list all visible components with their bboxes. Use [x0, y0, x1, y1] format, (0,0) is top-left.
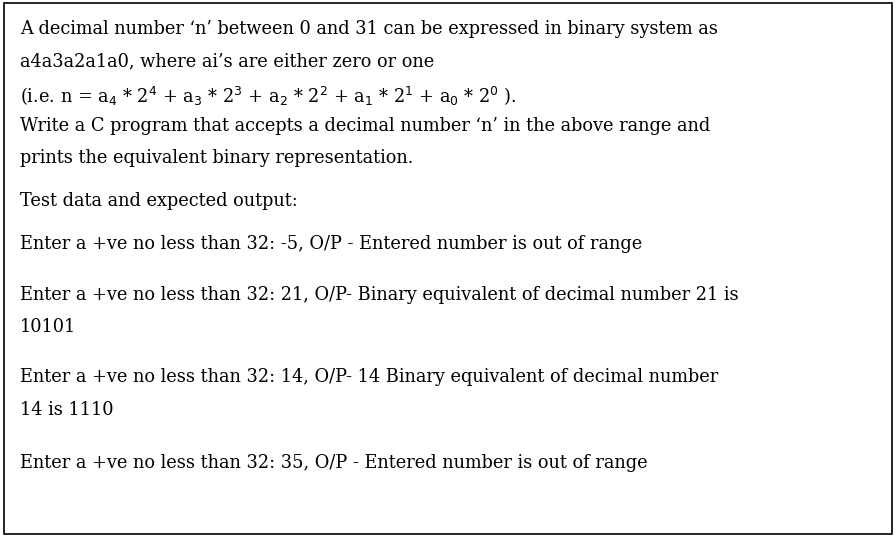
Text: Enter a +ve no less than 32: 14, O/P- 14 Binary equivalent of decimal number: Enter a +ve no less than 32: 14, O/P- 14… [20, 368, 718, 387]
Text: Test data and expected output:: Test data and expected output: [20, 192, 297, 211]
Text: 10101: 10101 [20, 318, 76, 336]
Text: a4a3a2a1a0, where ai’s are either zero or one: a4a3a2a1a0, where ai’s are either zero o… [20, 53, 434, 71]
Text: A decimal number ‘n’ between 0 and 31 can be expressed in binary system as: A decimal number ‘n’ between 0 and 31 ca… [20, 20, 718, 39]
Text: Enter a +ve no less than 32: -5, O/P - Entered number is out of range: Enter a +ve no less than 32: -5, O/P - E… [20, 235, 642, 253]
Text: 14 is 1110: 14 is 1110 [20, 401, 113, 419]
Text: prints the equivalent binary representation.: prints the equivalent binary representat… [20, 149, 413, 168]
Text: (i.e. n = a$_4$ * 2$^4$ + a$_3$ * 2$^3$ + a$_2$ * 2$^2$ + a$_1$ * 2$^1$ + a$_0$ : (i.e. n = a$_4$ * 2$^4$ + a$_3$ * 2$^3$ … [20, 85, 516, 108]
Text: Enter a +ve no less than 32: 21, O/P- Binary equivalent of decimal number 21 is: Enter a +ve no less than 32: 21, O/P- Bi… [20, 286, 738, 304]
FancyBboxPatch shape [4, 3, 892, 534]
Text: Enter a +ve no less than 32: 35, O/P - Entered number is out of range: Enter a +ve no less than 32: 35, O/P - E… [20, 454, 647, 472]
Text: Write a C program that accepts a decimal number ‘n’ in the above range and: Write a C program that accepts a decimal… [20, 117, 710, 135]
